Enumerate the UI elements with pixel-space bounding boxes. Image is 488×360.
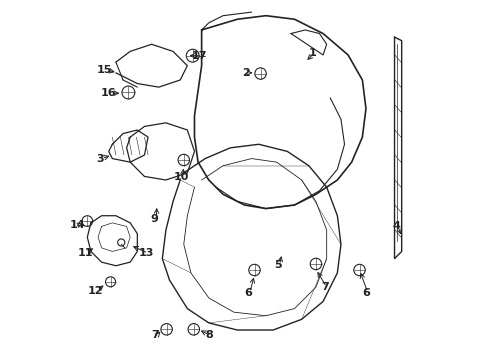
Text: 1: 1 [308, 48, 316, 58]
Text: 9: 9 [150, 213, 158, 224]
Text: 11: 11 [78, 248, 93, 258]
Text: 13: 13 [138, 248, 154, 258]
Text: 10: 10 [173, 172, 188, 182]
Text: 16: 16 [101, 88, 116, 98]
Text: 8: 8 [204, 330, 212, 341]
Text: 4: 4 [391, 221, 400, 231]
Text: 3: 3 [96, 154, 103, 163]
Text: 5: 5 [273, 260, 281, 270]
Text: 6: 6 [361, 288, 369, 297]
Text: 14: 14 [70, 220, 85, 230]
Text: 6: 6 [244, 288, 251, 297]
Text: 7: 7 [320, 282, 328, 292]
Text: 17: 17 [192, 51, 207, 61]
Text: 15: 15 [97, 65, 112, 75]
Text: 12: 12 [87, 286, 102, 296]
Text: 2: 2 [242, 68, 250, 78]
Text: 7: 7 [151, 330, 159, 341]
